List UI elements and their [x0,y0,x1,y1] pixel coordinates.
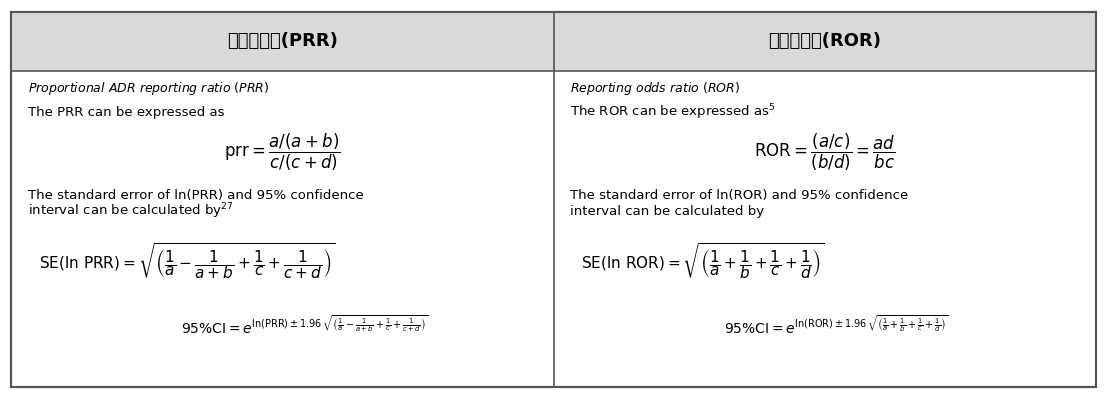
FancyBboxPatch shape [554,12,1096,71]
FancyBboxPatch shape [11,12,554,71]
Text: $\mathrm{prr} = \dfrac{a/(a+b)}{c/(c+d)}$: $\mathrm{prr} = \dfrac{a/(a+b)}{c/(c+d)}… [224,132,341,173]
Text: $\it{Reporting\ odds\ ratio\ (ROR)}$: $\it{Reporting\ odds\ ratio\ (ROR)}$ [570,80,741,98]
Text: 보고오즈비(ROR): 보고오즈비(ROR) [768,32,881,51]
Text: The standard error of ln(ROR) and 95% confidence: The standard error of ln(ROR) and 95% co… [570,189,909,202]
FancyBboxPatch shape [11,12,1096,387]
Text: interval can be calculated by: interval can be calculated by [570,205,764,218]
Text: interval can be calculated by$^{27}$: interval can be calculated by$^{27}$ [28,201,234,221]
Text: 보고분율비(PRR): 보고분율비(PRR) [227,32,338,51]
Text: $95\%\mathrm{CI} = e^{\mathrm{ln(ROR)}\pm 1.96\,\sqrt{\left(\frac{1}{a}+\frac{1}: $95\%\mathrm{CI} = e^{\mathrm{ln(ROR)}\p… [724,315,948,337]
Text: The standard error of ln(PRR) and 95% confidence: The standard error of ln(PRR) and 95% co… [28,189,363,202]
Text: The PRR can be expressed as: The PRR can be expressed as [28,106,225,119]
Text: $\it{Proportional\ ADR\ reporting\ ratio\ (PRR)}$: $\it{Proportional\ ADR\ reporting\ ratio… [28,80,269,98]
Text: The ROR can be expressed as$^{5}$: The ROR can be expressed as$^{5}$ [570,103,776,122]
Text: $\mathrm{SE(ln\ ROR)} = \sqrt{\left(\dfrac{1}{a} + \dfrac{1}{b} + \dfrac{1}{c} +: $\mathrm{SE(ln\ ROR)} = \sqrt{\left(\dfr… [581,241,825,281]
Text: $95\%\mathrm{CI} = e^{\mathrm{ln(PRR)}\pm 1.96\,\sqrt{\left(\frac{1}{a}-\frac{1}: $95\%\mathrm{CI} = e^{\mathrm{ln(PRR)}\p… [180,315,428,337]
Text: $\mathrm{ROR} = \dfrac{(a/c)}{(b/d)} = \dfrac{ad}{bc}$: $\mathrm{ROR} = \dfrac{(a/c)}{(b/d)} = \… [754,132,896,173]
Text: $\mathrm{SE(ln\ PRR)} = \sqrt{\left(\dfrac{1}{a} - \dfrac{1}{a+b} + \dfrac{1}{c}: $\mathrm{SE(ln\ PRR)} = \sqrt{\left(\dfr… [39,241,335,281]
